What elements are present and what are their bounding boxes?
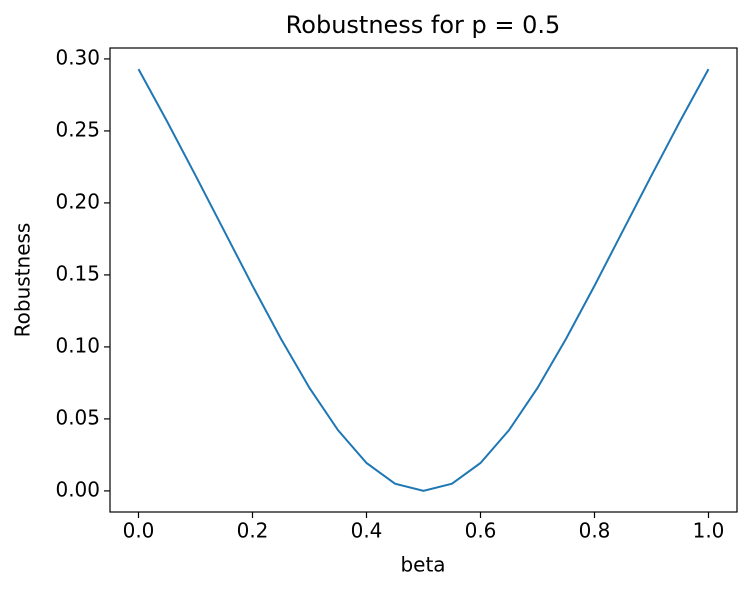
y-tick-label: 0.15 bbox=[55, 261, 100, 285]
x-tick-label: 1.0 bbox=[693, 519, 725, 543]
y-tick-label: 0.05 bbox=[55, 405, 100, 429]
x-tick-label: 0.0 bbox=[123, 519, 155, 543]
y-tick-label: 0.10 bbox=[55, 333, 100, 357]
x-tick-label: 0.6 bbox=[465, 519, 497, 543]
line bbox=[137, 68, 710, 492]
x-tick-label: 0.8 bbox=[579, 519, 611, 543]
y-tick-label: 0.25 bbox=[55, 117, 100, 141]
y-tick-label: 0.30 bbox=[55, 45, 100, 69]
x-tick-label: 0.4 bbox=[351, 519, 383, 543]
y-axis-label: Robustness bbox=[11, 223, 35, 338]
x-axis-label: beta bbox=[400, 553, 445, 577]
x-tick-label: 0.2 bbox=[237, 519, 269, 543]
chart-title: Robustness for p = 0.5 bbox=[286, 11, 561, 39]
plot-frame bbox=[109, 47, 738, 513]
y-tick-label: 0.20 bbox=[55, 189, 100, 213]
y-tick-label: 0.00 bbox=[55, 477, 100, 501]
